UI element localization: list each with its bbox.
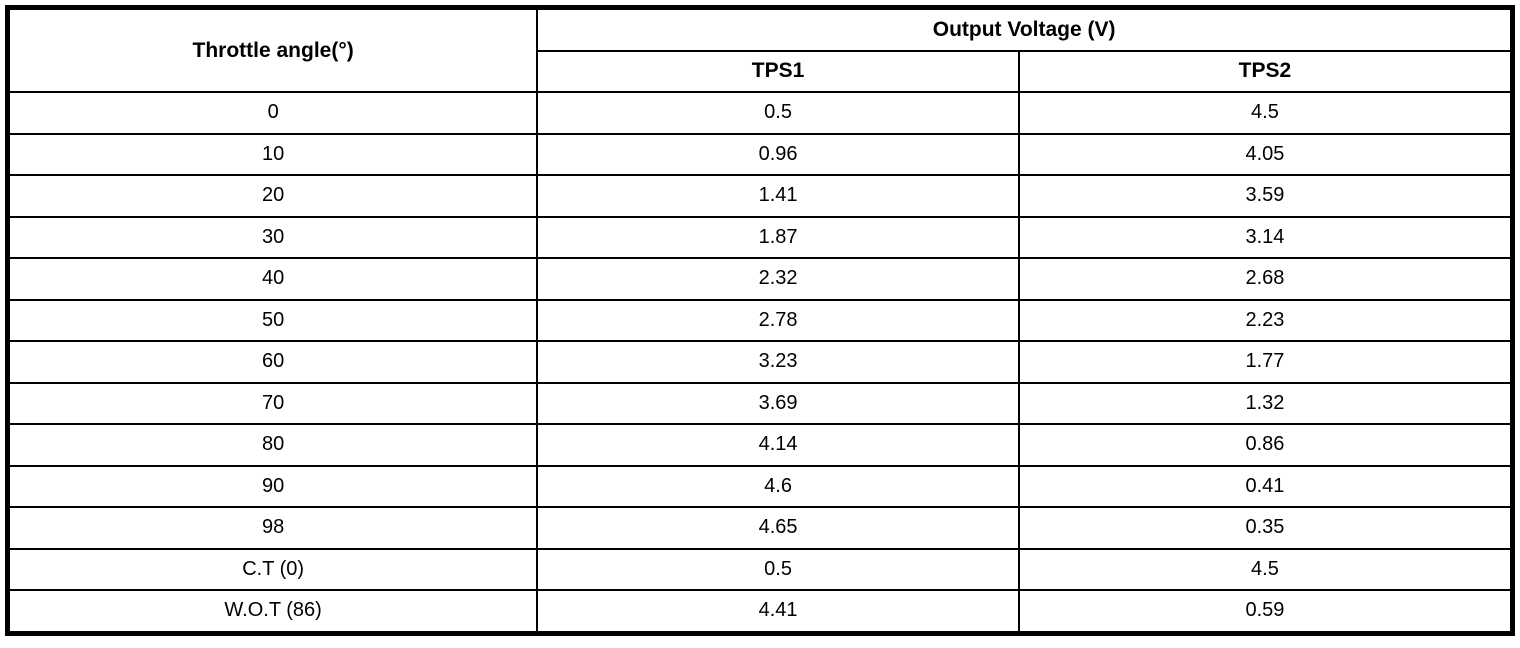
tps2-cell: 4.5 — [1017, 547, 1514, 591]
tps1-header: TPS1 — [536, 49, 1020, 93]
table-row: 50 2.78 2.23 — [6, 298, 1514, 342]
angle-cell: 50 — [6, 298, 539, 342]
tps-voltage-table: Throttle angle(°) Output Voltage (V) TPS… — [5, 5, 1515, 636]
tps1-cell: 4.41 — [536, 589, 1020, 634]
tps1-cell: 1.87 — [536, 215, 1020, 259]
tps1-cell: 2.32 — [536, 257, 1020, 301]
tps2-cell: 0.86 — [1017, 423, 1514, 467]
tps2-cell: 2.68 — [1017, 257, 1514, 301]
table-row: W.O.T (86) 4.41 0.59 — [6, 589, 1514, 634]
tps2-cell: 4.5 — [1017, 91, 1514, 135]
tps2-cell: 3.14 — [1017, 215, 1514, 259]
tps1-cell: 4.14 — [536, 423, 1020, 467]
angle-cell: C.T (0) — [6, 547, 539, 591]
tps1-cell: 0.5 — [536, 547, 1020, 591]
table-row: 80 4.14 0.86 — [6, 423, 1514, 467]
tps2-cell: 2.23 — [1017, 298, 1514, 342]
angle-cell: 60 — [6, 340, 539, 384]
tps2-cell: 0.35 — [1017, 506, 1514, 550]
tps1-cell: 3.69 — [536, 381, 1020, 425]
tps2-cell: 1.32 — [1017, 381, 1514, 425]
tps2-cell: 3.59 — [1017, 174, 1514, 218]
tps1-cell: 0.96 — [536, 132, 1020, 176]
output-voltage-header: Output Voltage (V) — [536, 6, 1514, 52]
tps1-cell: 4.65 — [536, 506, 1020, 550]
table-row: 90 4.6 0.41 — [6, 464, 1514, 508]
angle-cell: 98 — [6, 506, 539, 550]
angle-cell: 0 — [6, 91, 539, 135]
angle-cell: 30 — [6, 215, 539, 259]
header-row-group: Throttle angle(°) Output Voltage (V) — [6, 6, 1514, 93]
angle-cell: W.O.T (86) — [6, 589, 539, 634]
tps2-header: TPS2 — [1017, 49, 1514, 93]
tps1-cell: 1.41 — [536, 174, 1020, 218]
tps1-cell: 3.23 — [536, 340, 1020, 384]
header-row-sub: TPS1 TPS2 — [8, 49, 1514, 93]
table-row: 40 2.32 2.68 — [6, 257, 1514, 301]
angle-cell: 80 — [6, 423, 539, 467]
table-row: C.T (0) 0.5 4.5 — [6, 547, 1514, 591]
tps1-cell: 2.78 — [536, 298, 1020, 342]
angle-cell: 90 — [6, 464, 539, 508]
tps2-cell: 4.05 — [1017, 132, 1514, 176]
throttle-angle-header: Throttle angle(°) — [6, 6, 539, 93]
angle-cell: 40 — [6, 257, 539, 301]
angle-cell: 70 — [6, 381, 539, 425]
table-row: 30 1.87 3.14 — [6, 215, 1514, 259]
angle-cell: 10 — [6, 132, 539, 176]
tps1-cell: 0.5 — [536, 91, 1020, 135]
table-row: 20 1.41 3.59 — [6, 174, 1514, 218]
tps2-cell: 0.41 — [1017, 464, 1514, 508]
table-row: 10 0.96 4.05 — [6, 132, 1514, 176]
table-row: 98 4.65 0.35 — [6, 506, 1514, 550]
table-row: 60 3.23 1.77 — [6, 340, 1514, 384]
tps2-cell: 1.77 — [1017, 340, 1514, 384]
table-row: 0 0.5 4.5 — [6, 91, 1514, 135]
angle-cell: 20 — [6, 174, 539, 218]
table-row: 70 3.69 1.32 — [6, 381, 1514, 425]
tps2-cell: 0.59 — [1017, 589, 1514, 634]
tps1-cell: 4.6 — [536, 464, 1020, 508]
